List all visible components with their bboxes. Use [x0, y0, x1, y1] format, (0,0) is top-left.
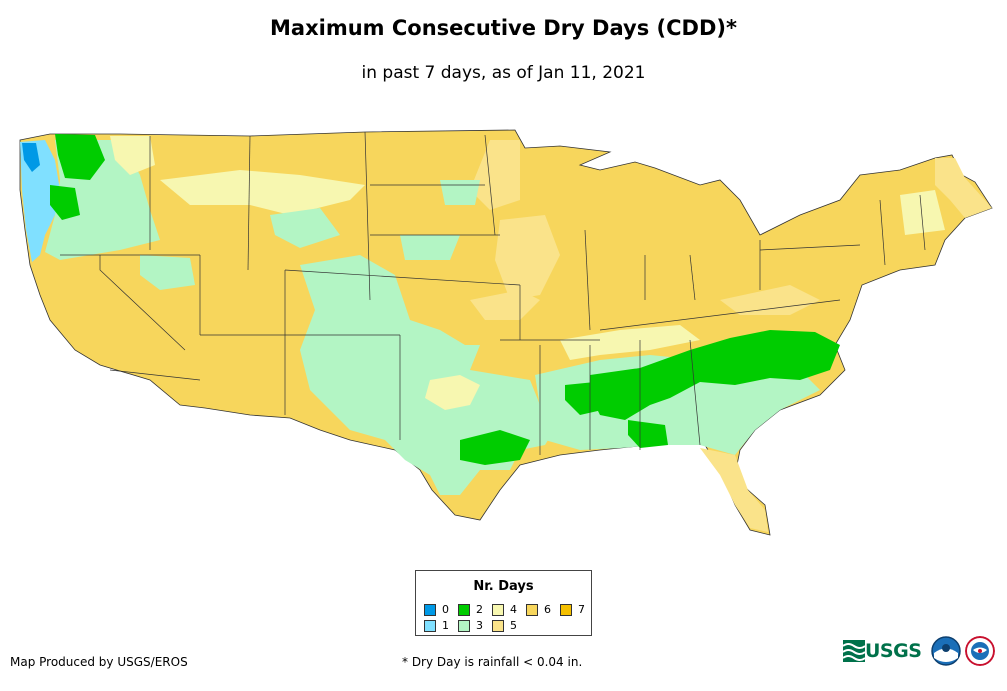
new-england-4day — [900, 190, 945, 235]
mississippi-2day — [565, 382, 602, 415]
legend-swatch-0 — [424, 603, 436, 616]
nevada-3day — [140, 255, 195, 290]
legend-item-6: 6 — [526, 603, 551, 616]
legend-swatch-6 — [526, 603, 538, 616]
south-texas-2day — [460, 430, 530, 465]
legend-label: 3 — [476, 619, 483, 632]
legend-item-5: 5 — [492, 619, 517, 632]
wyoming-3day — [270, 208, 340, 248]
pacific-coast-1day — [20, 140, 60, 262]
legend-item-4: 4 — [492, 603, 517, 616]
north-plains-5day — [470, 140, 520, 210]
legend-item-2: 2 — [458, 603, 483, 616]
legend-swatch-1 — [424, 619, 436, 632]
usgs-logo: USGS — [843, 640, 922, 662]
alabama-gulf-2day — [628, 420, 668, 448]
noaa-seal-icon — [931, 636, 962, 666]
maine-5day — [935, 158, 992, 218]
legend-swatch-7 — [560, 603, 572, 616]
map-legend: Nr. Days 0 1 2 3 4 5 6 7 — [415, 570, 592, 636]
map-subtitle: in past 7 days, as of Jan 11, 2021 — [361, 63, 646, 83]
washington-2day — [55, 134, 105, 180]
nws-seal-icon — [965, 636, 996, 666]
upper-midwest-5day — [495, 215, 560, 300]
oklahoma-texas-4day — [425, 375, 480, 410]
legend-swatch-4 — [492, 603, 504, 616]
legend-label: 6 — [544, 603, 551, 616]
nebraska-3day — [400, 235, 460, 260]
legend-swatch-5 — [492, 619, 504, 632]
legend-label: 2 — [476, 603, 483, 616]
legend-label: 4 — [510, 603, 517, 616]
montana-wyoming-4day — [160, 170, 365, 215]
ohio-valley-5day — [720, 285, 820, 315]
legend-item-7: 7 — [560, 603, 585, 616]
legend-swatch-2 — [458, 603, 470, 616]
legend-item-1: 1 — [424, 619, 449, 632]
producer-credit: Map Produced by USGS/EROS — [10, 655, 188, 669]
usgs-wordmark: USGS — [865, 640, 922, 662]
dry-day-footnote: * Dry Day is rainfall < 0.04 in. — [402, 655, 583, 669]
usgs-wave-icon — [843, 640, 865, 662]
legend-item-3: 3 — [458, 619, 483, 632]
legend-title: Nr. Days — [473, 579, 534, 594]
florida-5day — [700, 448, 768, 532]
legend-label: 0 — [442, 603, 449, 616]
legend-label: 7 — [578, 603, 585, 616]
state-boundaries — [60, 131, 926, 455]
pacific-coast-0day — [22, 143, 40, 172]
tennessee-4day — [560, 325, 700, 360]
northern-idaho-4day — [110, 136, 155, 175]
legend-label: 1 — [442, 619, 449, 632]
map-title: Maximum Consecutive Dry Days (CDD)* — [270, 16, 737, 40]
legend-swatch-3 — [458, 619, 470, 632]
oregon-2day — [50, 185, 80, 220]
dakota-3day — [440, 180, 480, 205]
legend-label: 5 — [510, 619, 517, 632]
agency-logos: USGS — [843, 636, 996, 666]
southeast-2day — [590, 330, 840, 420]
legend-item-0: 0 — [424, 603, 449, 616]
